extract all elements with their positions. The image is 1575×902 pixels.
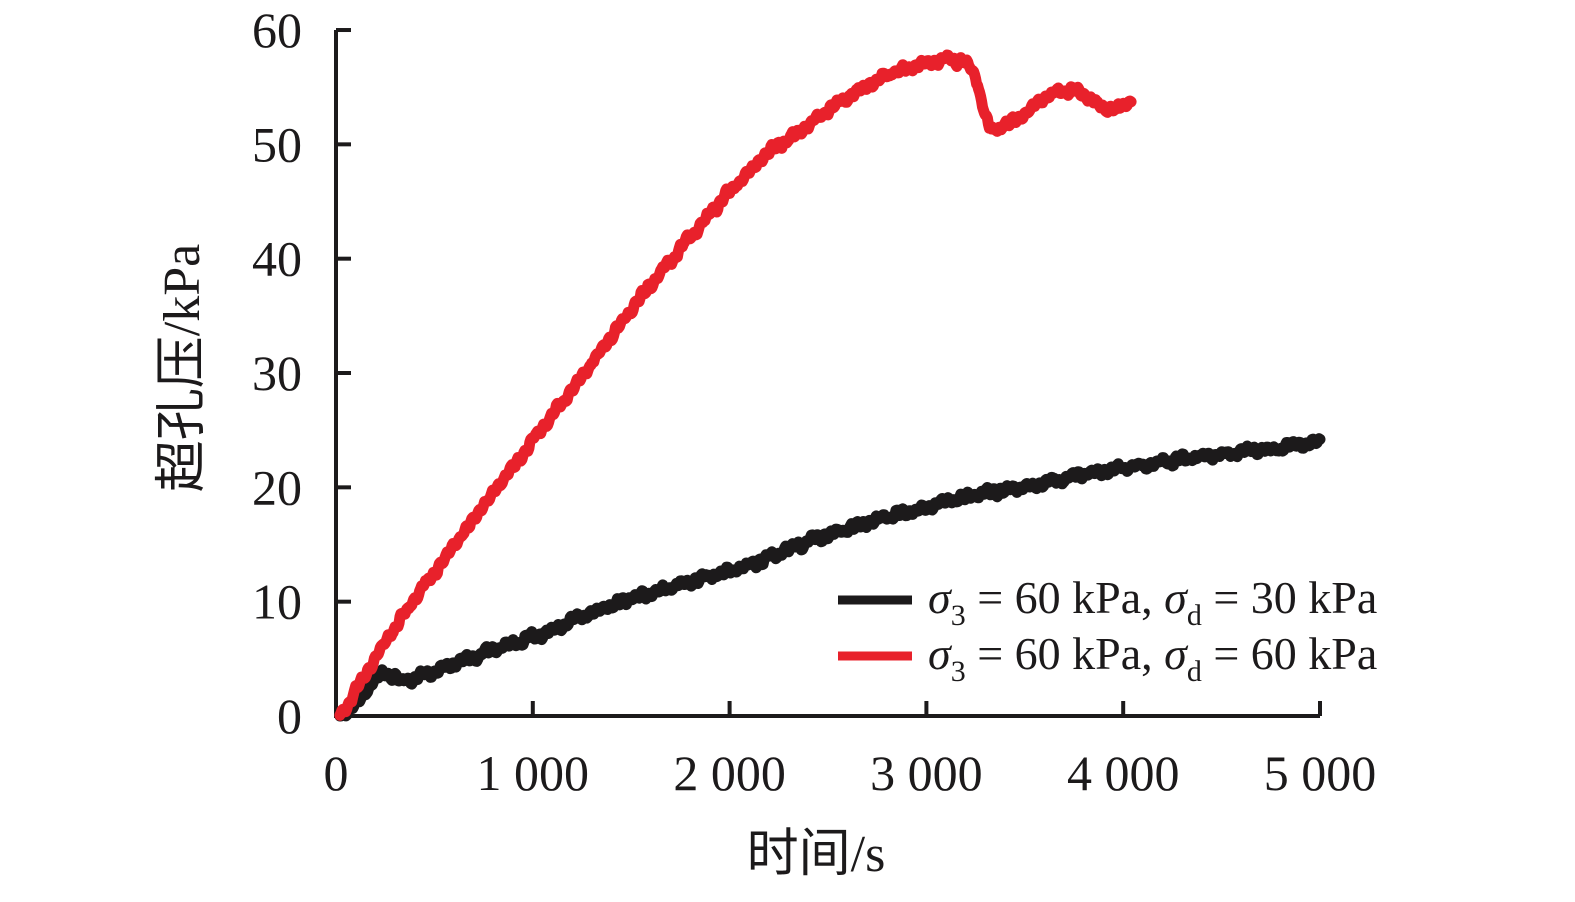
legend-label-0: σ3 = 60 kPa, σd = 30 kPa xyxy=(928,572,1377,632)
x-tick-label: 4 000 xyxy=(1067,745,1180,801)
x-tick-label: 5 000 xyxy=(1264,745,1377,801)
x-tick-label: 0 xyxy=(324,745,349,801)
y-tick-label: 50 xyxy=(252,116,302,172)
y-tick-label: 40 xyxy=(252,231,302,287)
y-tick-label: 60 xyxy=(252,2,302,58)
y-axis-title: 超孔压/kPa xyxy=(154,243,211,493)
x-tick-label: 3 000 xyxy=(870,745,983,801)
series-line-1 xyxy=(334,49,1137,721)
y-tick-label: 20 xyxy=(252,459,302,515)
y-tick-label: 10 xyxy=(252,574,302,630)
x-tick-label: 2 000 xyxy=(673,745,786,801)
legend-label-1: σ3 = 60 kPa, σd = 60 kPa xyxy=(928,628,1377,688)
x-tick-label: 1 000 xyxy=(477,745,590,801)
y-tick-label: 30 xyxy=(252,345,302,401)
x-axis-title: 时间/s xyxy=(746,826,886,883)
series-line-0 xyxy=(334,433,1326,722)
y-tick-label: 0 xyxy=(277,688,302,744)
